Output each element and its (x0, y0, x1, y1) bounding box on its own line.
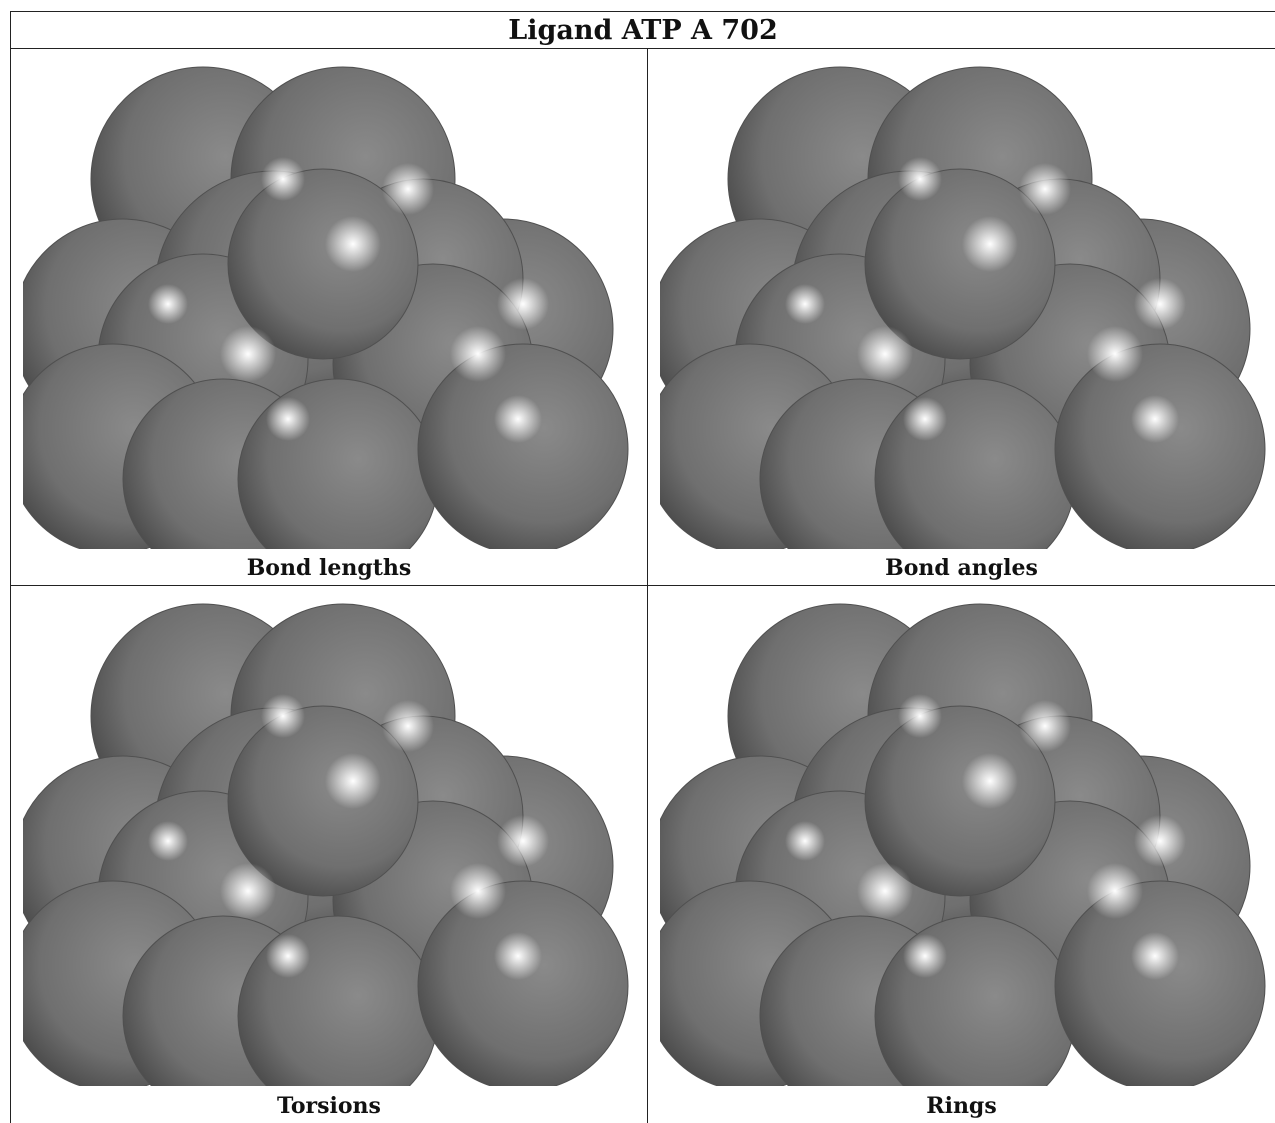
atom-sphere (864, 168, 1056, 360)
specular-highlight (1087, 863, 1143, 919)
specular-highlight (497, 278, 549, 330)
specular-highlight (382, 163, 434, 215)
specular-highlight (857, 863, 913, 919)
specular-highlight (494, 932, 542, 980)
atom-sphere (1054, 880, 1266, 1086)
figure-frame: Ligand ATP A 702 Bond lengths Bond angle… (10, 11, 1275, 1123)
specular-highlight (325, 753, 381, 809)
panel-bond-angles: Bond angles (648, 49, 1275, 586)
panel-rings: Rings (648, 586, 1275, 1123)
atom-sphere (227, 168, 419, 360)
specular-highlight (266, 934, 310, 978)
specular-highlight (1019, 163, 1071, 215)
molecule-rendering (23, 603, 629, 1086)
specular-highlight (450, 326, 506, 382)
specular-highlight (898, 694, 942, 738)
specular-highlight (898, 157, 942, 201)
atom-sphere (417, 343, 629, 549)
specular-highlight (1131, 932, 1179, 980)
specular-highlight (220, 863, 276, 919)
specular-highlight (903, 397, 947, 441)
specular-highlight (261, 694, 305, 738)
atom-sphere (417, 880, 629, 1086)
panel-caption: Bond angles (885, 555, 1038, 581)
specular-highlight (148, 284, 188, 324)
specular-highlight (1134, 278, 1186, 330)
panel-caption: Rings (926, 1093, 997, 1119)
specular-highlight (962, 753, 1018, 809)
molecule-rendering (660, 66, 1266, 549)
specular-highlight (903, 934, 947, 978)
molecule-rendering (660, 603, 1266, 1086)
specular-highlight (148, 821, 188, 861)
specular-highlight (261, 157, 305, 201)
specular-highlight (266, 397, 310, 441)
panel-caption: Torsions (277, 1093, 381, 1119)
specular-highlight (1019, 700, 1071, 752)
figure-title: Ligand ATP A 702 (10, 11, 1275, 49)
specular-highlight (857, 326, 913, 382)
panel-bond-lengths: Bond lengths (10, 49, 648, 586)
specular-highlight (494, 395, 542, 443)
specular-highlight (962, 216, 1018, 272)
specular-highlight (1131, 395, 1179, 443)
specular-highlight (785, 821, 825, 861)
panel-grid: Bond lengths Bond angles Torsions Rings (10, 49, 1275, 1123)
panel-torsions: Torsions (10, 586, 648, 1123)
specular-highlight (497, 815, 549, 867)
panel-caption: Bond lengths (246, 555, 412, 581)
specular-highlight (450, 863, 506, 919)
specular-highlight (382, 700, 434, 752)
atom-sphere (1054, 343, 1266, 549)
atom-sphere (227, 705, 419, 897)
specular-highlight (220, 326, 276, 382)
specular-highlight (1134, 815, 1186, 867)
molecule-rendering (23, 66, 629, 549)
atom-sphere (864, 705, 1056, 897)
specular-highlight (325, 216, 381, 272)
specular-highlight (785, 284, 825, 324)
specular-highlight (1087, 326, 1143, 382)
